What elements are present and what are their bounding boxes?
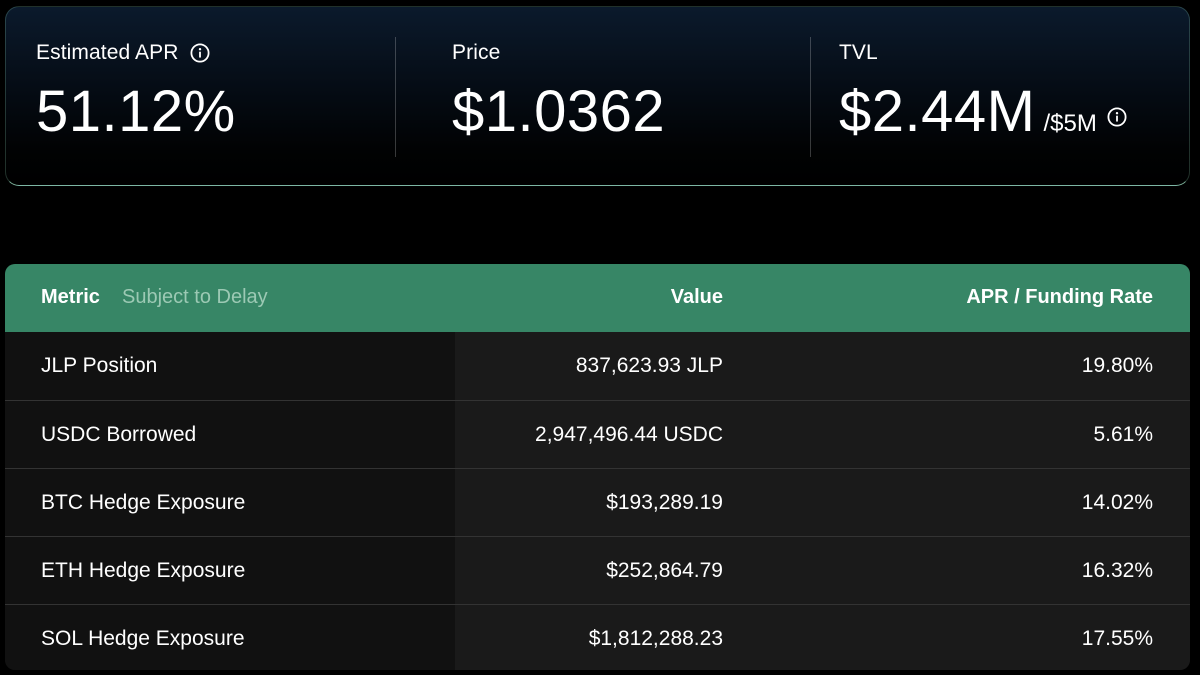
stat-price: Price $1.0362 [396,7,810,185]
table-row: JLP Position 837,623.93 JLP 19.80% [5,332,1190,400]
metric-cell: BTC Hedge Exposure [5,469,455,536]
stats-card: Estimated APR 51.12% Price $1.0362 TVL [5,6,1190,186]
table-row: SOL Hedge Exposure $1,812,288.23 17.55% [5,604,1190,670]
metric-rate: 14.02% [1081,491,1153,514]
table-row: ETH Hedge Exposure $252,864.79 16.32% [5,536,1190,604]
metric-value: $252,864.79 [606,559,723,582]
value-cell: 2,947,496.44 USDC 5.61% [455,401,1190,468]
metric-name: ETH Hedge Exposure [41,559,246,582]
stat-value-row: 51.12% [36,79,395,145]
metric-value: $193,289.19 [606,491,723,514]
value-cell: 837,623.93 JLP 19.80% [455,332,1190,400]
stat-divider [395,37,396,157]
stat-value-row: $2.44M /$5M [839,79,1189,145]
metric-value: $1,812,288.23 [588,627,723,650]
column-header-subtitle: Subject to Delay [122,286,268,308]
stat-value-row: $1.0362 [452,79,810,145]
table-row: BTC Hedge Exposure $193,289.19 14.02% [5,468,1190,536]
metric-cell: JLP Position [5,332,455,400]
stat-label: TVL [839,41,878,64]
stat-label-row: Estimated APR [36,40,395,66]
stat-divider [810,37,811,157]
metric-rate: 17.55% [1081,627,1153,650]
metric-name: USDC Borrowed [41,423,197,446]
stat-value: 51.12% [36,79,236,144]
stat-value: $1.0362 [452,79,666,144]
table-body: JLP Position 837,623.93 JLP 19.80% USDC … [5,332,1190,670]
metric-value: 837,623.93 JLP [575,354,723,377]
info-icon[interactable] [1107,107,1127,127]
metric-rate: 5.61% [1093,423,1153,446]
stat-tvl: TVL $2.44M /$5M [811,7,1189,185]
metric-rate: 16.32% [1081,559,1153,582]
stat-label: Estimated APR [36,41,179,64]
metric-value: 2,947,496.44 USDC [535,423,723,446]
metric-name: BTC Hedge Exposure [41,491,246,514]
metrics-table: Metric Subject to Delay Value APR / Fund… [5,264,1190,670]
metric-name: SOL Hedge Exposure [41,627,245,650]
value-cell: $252,864.79 16.32% [455,537,1190,604]
table-header: Metric Subject to Delay Value APR / Fund… [5,264,1190,332]
stat-label: Price [452,41,501,64]
metric-name: JLP Position [41,354,158,377]
tvl-cap: /$5M [1043,110,1097,137]
metric-cell: SOL Hedge Exposure [5,605,455,670]
column-header-rate: APR / Funding Rate [966,286,1153,308]
table-row: USDC Borrowed 2,947,496.44 USDC 5.61% [5,400,1190,468]
metric-cell: USDC Borrowed [5,401,455,468]
info-icon[interactable] [190,43,210,63]
metric-rate: 19.80% [1081,354,1153,377]
column-header-metric: Metric [41,286,100,308]
value-cell: $193,289.19 14.02% [455,469,1190,536]
value-cell: $1,812,288.23 17.55% [455,605,1190,670]
column-header-value: Value [670,286,723,308]
stat-estimated-apr: Estimated APR 51.12% [6,7,395,185]
stat-value: $2.44M [839,79,1036,144]
stat-label-row: Price [452,40,810,66]
metric-cell: ETH Hedge Exposure [5,537,455,604]
stat-label-row: TVL [839,40,1189,66]
